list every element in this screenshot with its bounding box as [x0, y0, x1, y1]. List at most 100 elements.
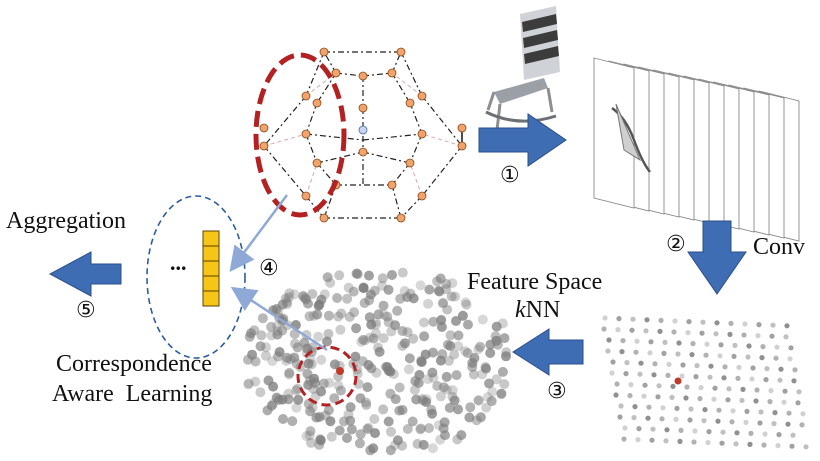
cloud-point: [343, 409, 354, 420]
cloud-point: [435, 273, 446, 284]
cloud-point: [289, 352, 300, 363]
cloud-point: [450, 291, 461, 302]
cloud-point: [385, 366, 396, 377]
grid-point: [771, 421, 777, 427]
cloud-point: [418, 439, 429, 450]
cloud-point: [300, 293, 311, 304]
grid-point: [613, 392, 619, 398]
grid-point: [720, 429, 726, 435]
grid-point: [782, 388, 788, 394]
grid-point: [677, 438, 683, 444]
grid-point: [775, 443, 781, 449]
cloud-point: [415, 280, 426, 291]
cloud-point: [322, 336, 332, 347]
grid-point: [736, 364, 742, 370]
arrow-step-3: [512, 328, 584, 376]
cloud-point: [333, 311, 344, 322]
neighborhood-circle: [296, 345, 358, 407]
grid-point: [716, 407, 722, 413]
grid-point: [698, 385, 704, 391]
voxel-grid-points: [601, 315, 809, 450]
cloud-point: [427, 443, 438, 454]
grid-point: [758, 409, 764, 415]
grid-point: [728, 320, 734, 326]
grid-point: [616, 316, 622, 322]
grid-point: [620, 338, 626, 344]
grid-point: [631, 415, 637, 421]
cloud-point: [257, 313, 268, 324]
cloud-point: [451, 316, 461, 326]
grid-point: [635, 437, 641, 443]
cloud-point: [272, 321, 283, 331]
cloud-point: [499, 333, 510, 344]
grid-point: [622, 425, 628, 431]
cloud-point: [308, 384, 319, 394]
cloud-point: [484, 378, 495, 389]
cloud-point: [354, 438, 365, 449]
cloud-point: [262, 405, 273, 416]
grid-point: [647, 350, 653, 356]
grid-point: [621, 436, 627, 442]
cloud-point: [277, 299, 288, 310]
grid-point: [739, 397, 745, 403]
cloud-point: [314, 412, 325, 422]
cloud-point: [485, 348, 496, 358]
grid-point: [741, 332, 747, 338]
grid-point: [633, 349, 639, 355]
cloud-point: [397, 326, 408, 336]
cloud-point: [392, 305, 403, 316]
grid-point: [680, 362, 686, 368]
grid-point: [711, 396, 717, 402]
grid-point: [786, 410, 792, 416]
grid-point: [630, 316, 636, 322]
grid-point: [658, 317, 664, 323]
cloud-point: [486, 396, 497, 407]
cloud-point: [440, 430, 450, 441]
cloud-point: [428, 316, 439, 327]
cloud-point: [256, 330, 267, 341]
cloud-point: [305, 406, 316, 417]
cloud-point: [487, 386, 498, 397]
link-arrow-mesh: [229, 194, 289, 273]
grid-point: [768, 388, 774, 394]
cloud-point: [293, 394, 304, 405]
cloud-point: [434, 286, 445, 297]
grid-point: [733, 441, 739, 447]
cloud-point: [465, 402, 476, 413]
grid-point: [664, 427, 670, 433]
cloud-point: [374, 346, 385, 357]
cloud-point: [349, 307, 360, 318]
cloud-point: [492, 339, 503, 350]
grid-point: [785, 421, 791, 427]
cloud-point: [416, 423, 426, 434]
grid-point: [742, 321, 748, 327]
grid-point: [632, 404, 638, 410]
grid-point: [753, 398, 759, 404]
knn-rest: NN: [525, 297, 561, 323]
grid-point: [687, 417, 693, 423]
cloud-point: [316, 354, 327, 365]
cloud-point: [346, 424, 357, 435]
grid-point: [772, 410, 778, 416]
cloud-point: [282, 352, 292, 363]
grid-center-point: [674, 377, 682, 385]
grid-point: [652, 361, 658, 367]
arrow-step-2: [687, 220, 747, 295]
cloud-point: [453, 341, 464, 352]
cloud-point: [497, 366, 508, 377]
cloud-point: [378, 404, 389, 415]
grid-point: [790, 432, 796, 438]
cloud-point: [287, 416, 298, 427]
cloud-point: [473, 344, 484, 355]
cloud-point: [261, 342, 271, 353]
cloud-point: [322, 272, 333, 283]
grid-point: [649, 437, 655, 443]
grid-point: [783, 334, 789, 340]
cloud-point: [356, 336, 367, 347]
grid-point: [791, 378, 797, 384]
grid-point: [759, 355, 765, 361]
grid-point: [693, 374, 699, 380]
cloud-point: [325, 416, 336, 427]
cloud-point: [325, 277, 336, 288]
